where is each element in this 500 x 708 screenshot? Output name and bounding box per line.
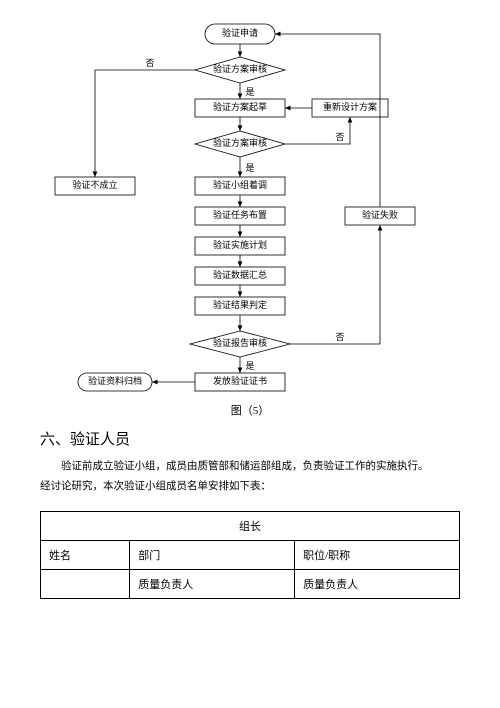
paragraph-1: 验证前成立验证小组，成员由质管部和储运部组成，负责验证工作的实施执行。 xyxy=(40,457,460,477)
svg-text:验证报告审核: 验证报告审核 xyxy=(213,337,267,348)
svg-text:验证申请: 验证申请 xyxy=(222,27,258,38)
svg-text:验证失败: 验证失败 xyxy=(362,209,398,220)
svg-text:验证方案起草: 验证方案起草 xyxy=(213,101,267,112)
member-table: 组长 姓名 部门 职位/职称 质量负责人 质量负责人 xyxy=(40,511,460,599)
table-col-1: 部门 xyxy=(130,540,295,569)
flowchart-container: 验证申请验证方案审核验证方案起草重新设计方案验证方案审核验证小组着调验证不成立验… xyxy=(40,20,460,418)
figure-caption: 图（5） xyxy=(40,402,460,418)
paragraph-2: 经讨论研究，本次验证小组成员名单安排如下表： xyxy=(40,477,460,497)
table-cell xyxy=(41,569,130,598)
section-heading: 六、验证人员 xyxy=(40,428,460,449)
table-col-2: 职位/职称 xyxy=(295,540,460,569)
table-header: 组长 xyxy=(41,511,460,540)
svg-text:验证资料归档: 验证资料归档 xyxy=(88,375,142,386)
svg-text:否: 否 xyxy=(335,132,344,142)
table-col-0: 姓名 xyxy=(41,540,130,569)
svg-text:是: 是 xyxy=(245,87,254,97)
svg-text:验证任务布置: 验证任务布置 xyxy=(213,209,267,220)
svg-text:验证结果判定: 验证结果判定 xyxy=(213,299,267,310)
svg-text:验证数据汇总: 验证数据汇总 xyxy=(213,269,267,280)
svg-text:验证方案审核: 验证方案审核 xyxy=(213,137,267,148)
svg-text:重新设计方案: 重新设计方案 xyxy=(323,101,377,112)
svg-text:是: 是 xyxy=(245,163,254,173)
svg-text:否: 否 xyxy=(145,58,154,68)
svg-text:验证实施计划: 验证实施计划 xyxy=(213,239,267,250)
table-cell: 质量负责人 xyxy=(295,569,460,598)
svg-text:发放验证证书: 发放验证证书 xyxy=(213,375,267,386)
svg-text:验证不成立: 验证不成立 xyxy=(72,179,117,190)
svg-text:验证方案审核: 验证方案审核 xyxy=(213,63,267,74)
svg-text:是: 是 xyxy=(245,361,254,371)
svg-text:否: 否 xyxy=(335,332,344,342)
table-cell: 质量负责人 xyxy=(130,569,295,598)
svg-text:验证小组着调: 验证小组着调 xyxy=(213,179,267,190)
flowchart-svg: 验证申请验证方案审核验证方案起草重新设计方案验证方案审核验证小组着调验证不成立验… xyxy=(40,20,440,400)
